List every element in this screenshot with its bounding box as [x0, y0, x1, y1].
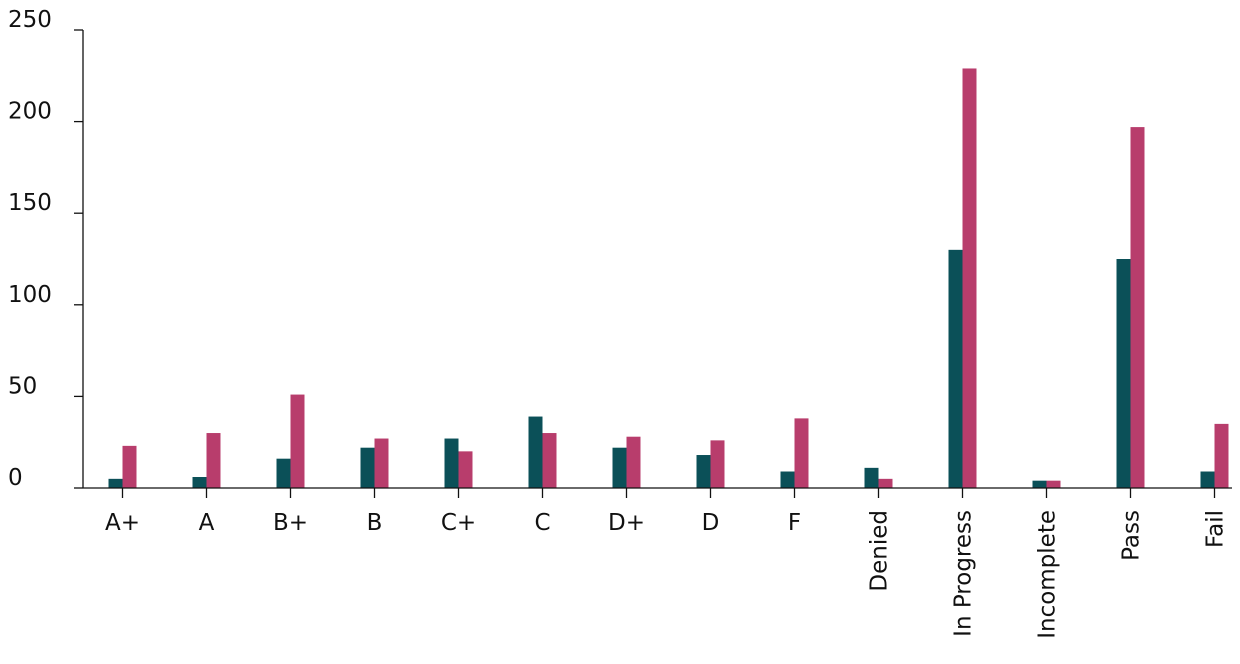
x-tick-label: C+: [441, 510, 476, 536]
bar-series-1: [444, 438, 459, 488]
x-tick-label: F: [788, 510, 801, 536]
bar-series-2: [794, 418, 809, 488]
bar-series-1: [612, 447, 627, 488]
y-tick-label: 0: [8, 465, 23, 491]
bar-series-2: [206, 433, 221, 488]
y-tick-label: 250: [8, 7, 52, 33]
x-tick-label: D+: [608, 510, 645, 536]
x-tick-label: Incomplete: [1035, 510, 1061, 639]
bar-series-2: [458, 451, 473, 488]
x-tick-label: Fail: [1203, 510, 1229, 548]
bar-series-2: [626, 436, 641, 488]
bar-series-1: [276, 458, 291, 488]
bar-series-1: [780, 471, 795, 488]
y-tick-label: 150: [8, 190, 52, 216]
x-axis: A+ A B+ B C+ C D+ D F Denied In Progress Incomplete…: [83, 487, 1232, 639]
bar-series-1: [696, 455, 711, 488]
bar-series-2: [1046, 480, 1061, 488]
bar-series-1: [948, 249, 963, 488]
y-tick-label: 200: [8, 99, 52, 125]
y-tick-label: 50: [8, 373, 37, 399]
x-tick-label: A+: [105, 510, 140, 536]
bar-series-2: [542, 433, 557, 488]
bar-series-1: [192, 477, 207, 488]
y-tick-label: 100: [8, 282, 52, 308]
bar-series-1: [864, 467, 879, 488]
x-tick-label: Denied: [867, 510, 893, 592]
bars: [108, 68, 1229, 489]
x-tick-label: A: [199, 510, 215, 536]
bar-series-2: [374, 438, 389, 488]
bar-series-1: [1032, 480, 1047, 488]
bar-series-2: [710, 440, 725, 488]
bar-series-2: [1214, 423, 1229, 488]
bar-series-1: [1200, 471, 1215, 488]
x-tick-label: Pass: [1119, 510, 1145, 561]
bar-series-2: [290, 394, 305, 488]
x-tick-label: B+: [273, 510, 308, 536]
x-tick-label: D: [702, 510, 720, 536]
bar-series-2: [1130, 127, 1145, 488]
x-tick-label: C: [534, 510, 550, 536]
bar-series-1: [108, 478, 123, 488]
x-tick-label: B: [367, 510, 383, 536]
x-tick-label: In Progress: [951, 510, 977, 637]
bar-series-2: [122, 445, 137, 488]
bar-series-2: [962, 68, 977, 489]
bar-series-1: [360, 447, 375, 488]
bar-series-2: [878, 478, 893, 488]
y-axis: 0 50 100 150 200 250: [8, 7, 84, 491]
bar-series-1: [1116, 259, 1131, 488]
bar-series-1: [528, 416, 543, 488]
